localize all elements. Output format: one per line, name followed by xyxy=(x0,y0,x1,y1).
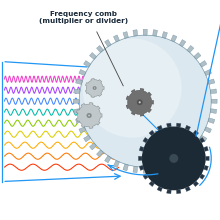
Polygon shape xyxy=(193,181,199,187)
Circle shape xyxy=(142,126,206,190)
Circle shape xyxy=(93,86,96,90)
Polygon shape xyxy=(200,174,205,179)
Text: Frequency comb
(multiplier or divider): Frequency comb (multiplier or divider) xyxy=(39,11,128,24)
Polygon shape xyxy=(97,150,103,157)
Circle shape xyxy=(88,115,90,116)
Polygon shape xyxy=(204,70,211,75)
Polygon shape xyxy=(143,174,148,179)
Polygon shape xyxy=(206,156,209,161)
Polygon shape xyxy=(171,35,177,42)
Polygon shape xyxy=(79,70,86,75)
Polygon shape xyxy=(162,32,167,38)
Polygon shape xyxy=(97,46,103,53)
Polygon shape xyxy=(73,99,79,103)
Polygon shape xyxy=(90,53,97,59)
Polygon shape xyxy=(187,46,194,53)
Polygon shape xyxy=(139,165,144,170)
Circle shape xyxy=(169,154,178,163)
Polygon shape xyxy=(204,127,211,133)
Polygon shape xyxy=(126,88,154,116)
Polygon shape xyxy=(104,40,111,47)
Polygon shape xyxy=(84,135,91,142)
Polygon shape xyxy=(179,40,186,47)
Polygon shape xyxy=(176,123,181,127)
Polygon shape xyxy=(149,181,154,187)
Polygon shape xyxy=(210,89,217,94)
Circle shape xyxy=(94,87,95,89)
Polygon shape xyxy=(200,135,207,142)
Polygon shape xyxy=(194,53,201,59)
Polygon shape xyxy=(76,118,82,123)
Polygon shape xyxy=(143,167,147,173)
Polygon shape xyxy=(179,156,186,163)
Polygon shape xyxy=(187,150,194,157)
Polygon shape xyxy=(208,118,215,123)
Polygon shape xyxy=(204,146,208,151)
Polygon shape xyxy=(157,125,162,130)
Circle shape xyxy=(82,38,182,138)
Polygon shape xyxy=(123,164,128,171)
Polygon shape xyxy=(104,156,111,163)
Polygon shape xyxy=(167,123,171,127)
Polygon shape xyxy=(171,160,177,167)
Polygon shape xyxy=(133,166,138,173)
Circle shape xyxy=(139,101,141,103)
Polygon shape xyxy=(76,79,82,84)
Polygon shape xyxy=(76,103,102,128)
Polygon shape xyxy=(176,190,181,194)
Polygon shape xyxy=(74,89,80,94)
Polygon shape xyxy=(153,30,158,36)
Polygon shape xyxy=(123,32,128,38)
Polygon shape xyxy=(79,127,86,133)
Polygon shape xyxy=(143,138,148,143)
Polygon shape xyxy=(74,109,80,114)
Polygon shape xyxy=(208,79,215,84)
Polygon shape xyxy=(204,165,208,170)
Polygon shape xyxy=(167,190,171,194)
Polygon shape xyxy=(149,130,154,136)
Polygon shape xyxy=(133,30,138,36)
Polygon shape xyxy=(210,109,217,114)
Polygon shape xyxy=(114,35,119,42)
Circle shape xyxy=(137,100,142,105)
Polygon shape xyxy=(139,146,144,151)
Polygon shape xyxy=(90,143,97,150)
Polygon shape xyxy=(200,61,207,67)
Polygon shape xyxy=(185,125,191,130)
Polygon shape xyxy=(143,29,147,35)
Polygon shape xyxy=(138,156,142,161)
Polygon shape xyxy=(84,61,91,67)
Polygon shape xyxy=(157,187,162,191)
Polygon shape xyxy=(211,99,217,103)
Polygon shape xyxy=(193,130,199,136)
Polygon shape xyxy=(200,138,205,143)
Polygon shape xyxy=(114,160,119,167)
Circle shape xyxy=(87,113,91,118)
Polygon shape xyxy=(185,187,191,191)
Polygon shape xyxy=(153,166,158,173)
Circle shape xyxy=(79,35,211,167)
Polygon shape xyxy=(162,164,167,171)
Polygon shape xyxy=(85,78,104,98)
Polygon shape xyxy=(194,143,201,150)
